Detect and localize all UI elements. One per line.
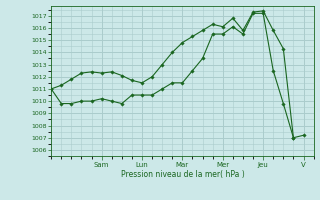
X-axis label: Pression niveau de la mer( hPa ): Pression niveau de la mer( hPa ) <box>121 170 244 179</box>
